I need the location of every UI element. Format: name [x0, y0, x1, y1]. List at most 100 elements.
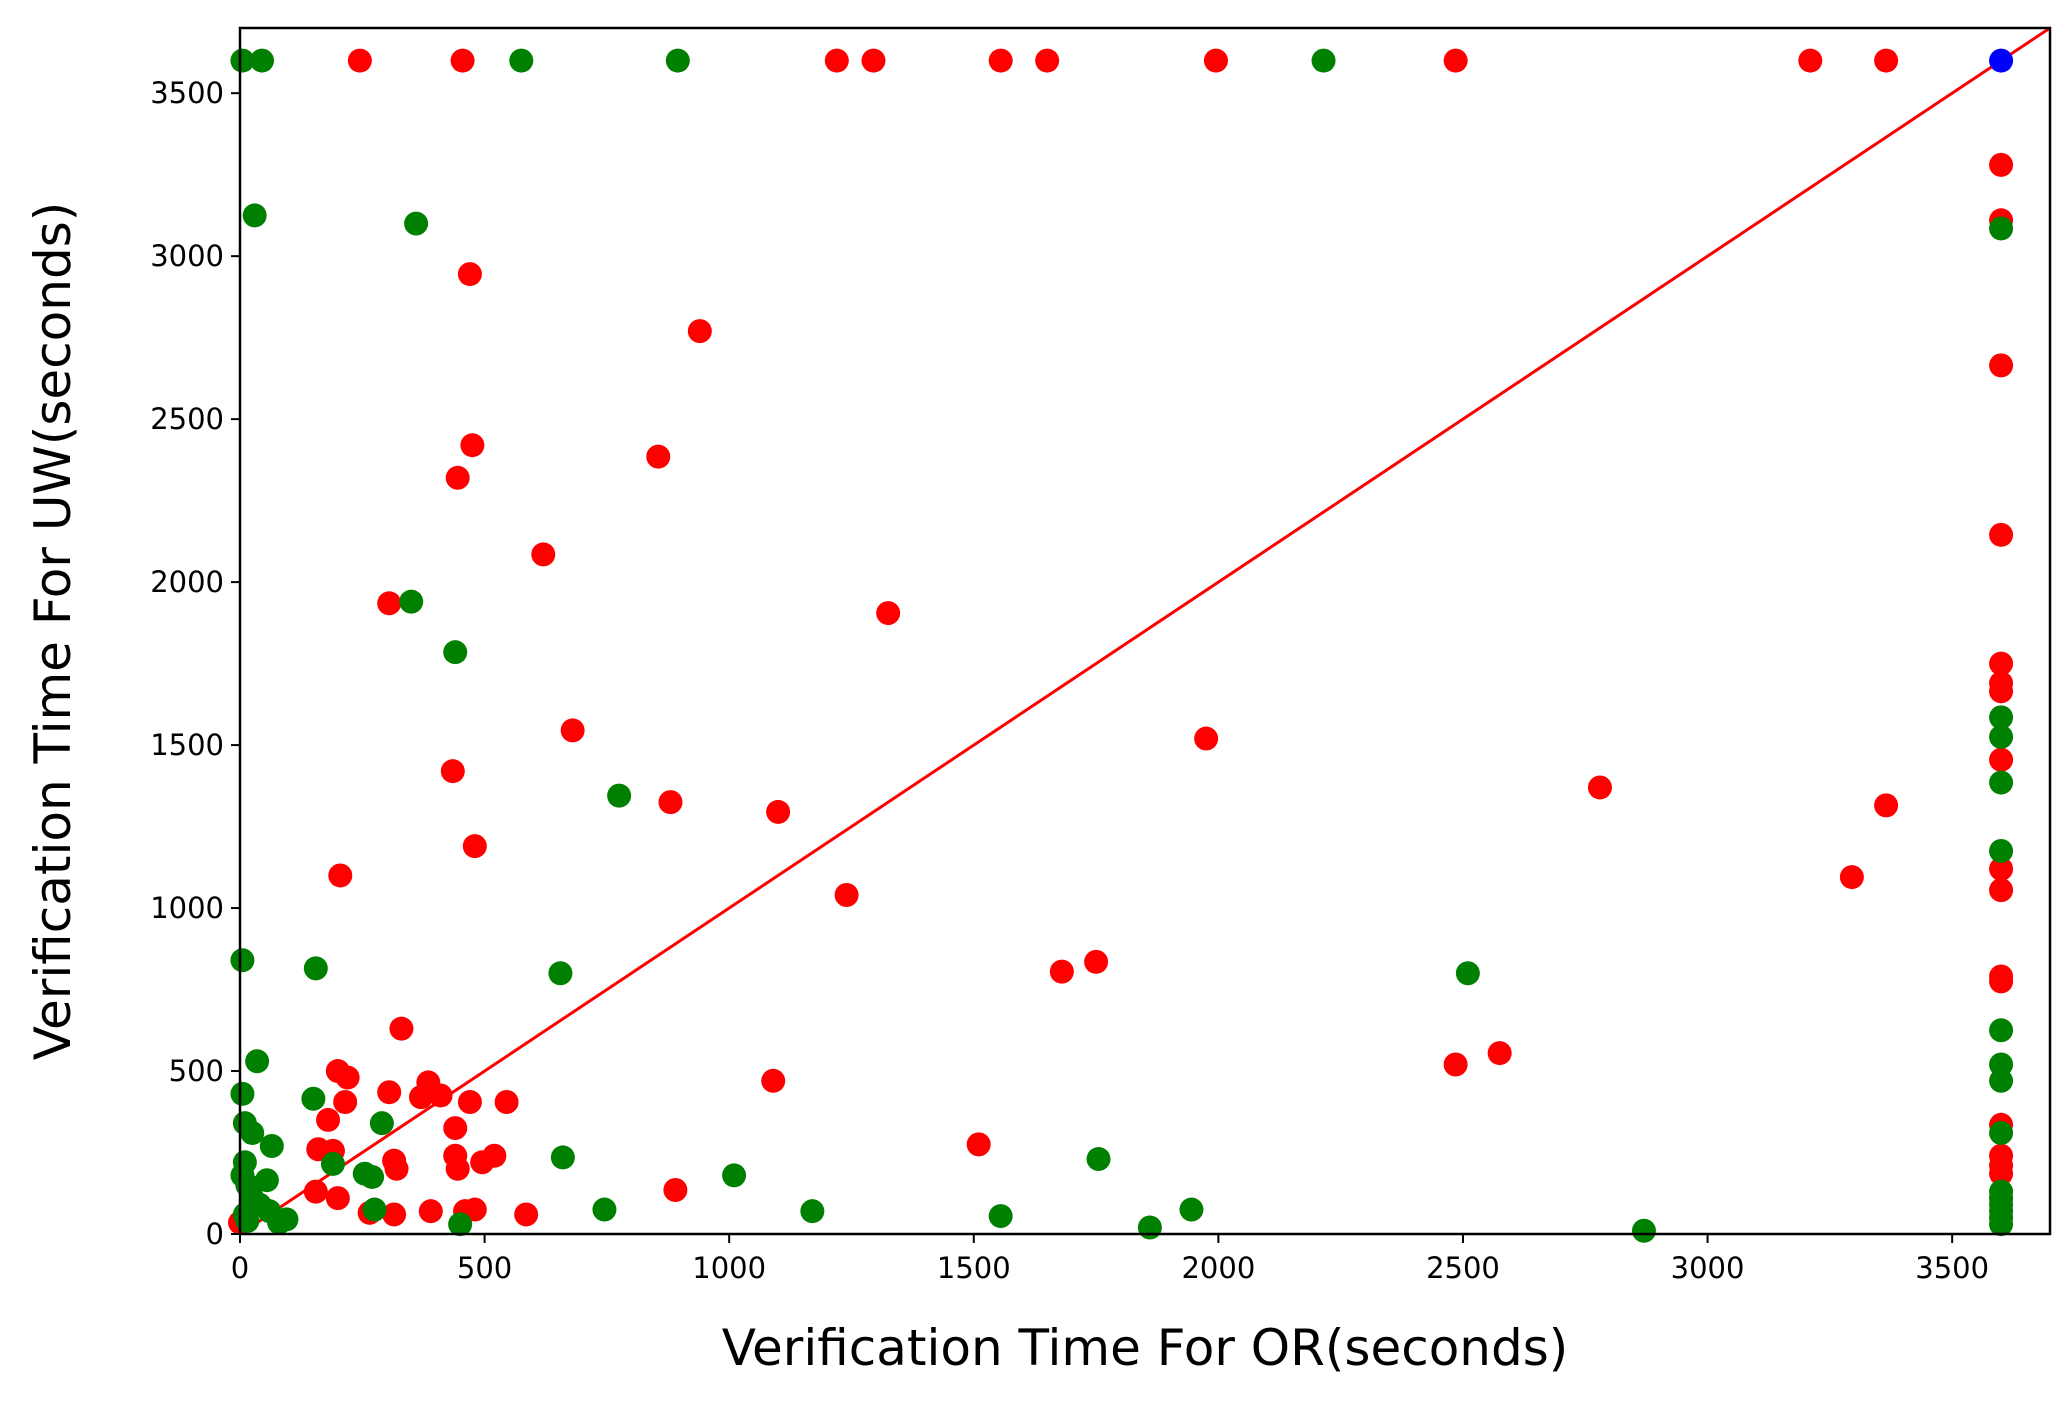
data-point: [369, 1111, 394, 1136]
series-2: [1989, 48, 2014, 73]
data-point: [1035, 48, 1060, 73]
data-point: [1989, 724, 2014, 749]
data-point: [457, 262, 482, 287]
y-tick-label: 2000: [150, 565, 224, 599]
x-tick-label: 500: [457, 1251, 512, 1285]
data-point: [333, 1089, 358, 1114]
data-point: [450, 48, 475, 73]
data-point: [1989, 705, 2014, 730]
x-tick-label: 1000: [692, 1251, 766, 1285]
data-point: [861, 48, 886, 73]
data-point: [1874, 793, 1899, 818]
data-point: [377, 591, 402, 616]
data-point: [445, 465, 470, 490]
data-point: [360, 1164, 385, 1189]
x-tick-label: 1500: [937, 1251, 1011, 1285]
data-point: [766, 799, 791, 824]
data-point: [303, 956, 328, 981]
data-point: [663, 1177, 688, 1202]
data-point: [418, 1199, 443, 1224]
data-point: [362, 1197, 387, 1222]
data-point: [462, 834, 487, 859]
data-point: [448, 1212, 473, 1237]
data-point: [457, 1089, 482, 1114]
data-point: [1989, 1018, 2014, 1043]
data-point: [1179, 1197, 1204, 1222]
data-point: [460, 433, 485, 458]
data-point: [1989, 152, 2014, 177]
data-point: [560, 718, 585, 743]
data-point: [1989, 353, 2014, 378]
data-point: [1989, 1161, 2014, 1186]
data-point: [230, 48, 255, 73]
data-point: [347, 48, 372, 73]
data-point: [800, 1199, 825, 1224]
data-point: [1989, 216, 2014, 241]
data-point: [1084, 949, 1109, 974]
data-point: [646, 444, 671, 469]
data-point: [443, 1116, 468, 1141]
data-point: [470, 1150, 495, 1175]
data-point: [1989, 522, 2014, 547]
data-point: [550, 1145, 575, 1170]
data-point: [235, 1208, 260, 1233]
data-point: [665, 48, 690, 73]
data-point: [1989, 839, 2014, 864]
data-point: [687, 319, 712, 344]
x-axis: 0 500 1000 1500 2000 2500 3000 3500: [231, 1234, 1989, 1285]
x-tick-label: 2500: [1426, 1251, 1500, 1285]
data-point: [399, 589, 424, 614]
data-point: [303, 1179, 328, 1204]
data-point: [377, 1080, 402, 1105]
x-tick-label: 3500: [1915, 1251, 1989, 1285]
data-point: [1086, 1147, 1111, 1172]
data-point: [1137, 1215, 1162, 1240]
data-point: [320, 1151, 345, 1176]
y-tick-label: 3500: [150, 76, 224, 110]
data-point: [1989, 747, 2014, 772]
x-tick-label: 0: [231, 1251, 249, 1285]
data-point: [242, 203, 267, 228]
y-tick-label: 1000: [150, 891, 224, 925]
y-tick-label: 500: [169, 1054, 224, 1088]
data-point: [389, 1016, 414, 1041]
reference-line: [239, 26, 2051, 1236]
data-point: [274, 1207, 299, 1232]
data-point: [1989, 1068, 2014, 1093]
data-point: [382, 1202, 407, 1227]
data-point: [384, 1156, 409, 1181]
data-point: [834, 883, 859, 908]
data-point: [440, 759, 465, 784]
data-point: [462, 1197, 487, 1222]
data-point: [1455, 961, 1480, 986]
series-0: [228, 48, 2014, 1235]
data-point: [316, 1107, 341, 1132]
data-point: [409, 1085, 433, 1110]
x-tick-label: 2000: [1181, 1251, 1255, 1285]
y-tick-label: 2500: [150, 402, 224, 436]
data-point: [1194, 726, 1219, 751]
data-point: [404, 211, 429, 236]
plot-frame: [238, 26, 2052, 1236]
x-axis-title: Verification Time For OR(seconds): [722, 1319, 1569, 1377]
data-point: [761, 1068, 786, 1093]
data-point: [966, 1132, 991, 1157]
y-tick-label: 0: [206, 1217, 224, 1251]
data-point: [443, 640, 468, 665]
data-point: [254, 1168, 279, 1193]
data-point: [1874, 48, 1899, 73]
data-point: [1989, 1212, 2014, 1237]
data-point: [1989, 969, 2014, 994]
data-point: [428, 1083, 453, 1108]
data-point: [658, 790, 683, 815]
data-point: [230, 948, 255, 973]
data-point: [1989, 878, 2014, 903]
y-axis-title: Verification Time For UW(seconds): [24, 202, 82, 1061]
data-point: [876, 601, 901, 626]
data-point: [1989, 856, 2014, 881]
data-point: [1587, 775, 1612, 800]
data-point: [259, 1133, 284, 1158]
data-point: [250, 48, 275, 73]
